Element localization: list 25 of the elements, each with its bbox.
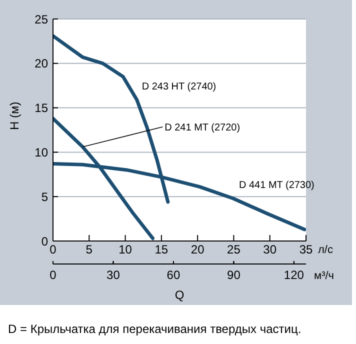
x2-tick-label: 60 — [166, 268, 180, 282]
x2-tick-label: 120 — [284, 268, 304, 282]
x-tick-label: 35 — [299, 242, 313, 257]
series-label: D 441 MT (2730) — [238, 180, 314, 191]
x2-tick-label: 30 — [106, 268, 120, 282]
x-tick-label: 25 — [227, 242, 241, 257]
series-label: D 243 HT (2740) — [142, 81, 216, 92]
text: л/с — [318, 244, 333, 256]
x-tick-label: 20 — [190, 242, 205, 257]
y-tick-label: 10 — [34, 145, 48, 160]
y-tick-label: 15 — [34, 101, 48, 116]
y-tick-label: 25 — [34, 12, 48, 26]
text: м³/ч — [314, 270, 334, 282]
x2-tick-label: 90 — [227, 268, 241, 282]
x2-tick-label: 0 — [50, 268, 57, 282]
y-axis-title: H (м) — [7, 102, 22, 130]
x-tick-label: 10 — [118, 242, 132, 257]
text: D 241 MT (2720) — [164, 122, 240, 134]
x-tick-label: 30 — [263, 242, 277, 257]
x-tick-label: 5 — [86, 242, 93, 257]
y-tick-label: 5 — [41, 190, 48, 204]
y-tick-label: 20 — [34, 56, 48, 71]
x-axis-title: Q — [174, 288, 184, 302]
text: D = Крыльчатка для перекачивания твердых частиц. — [8, 322, 302, 336]
x-tick-label: 15 — [154, 242, 168, 257]
